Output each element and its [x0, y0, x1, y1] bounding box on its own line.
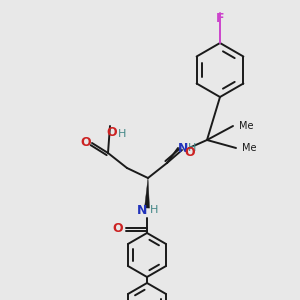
Text: Me: Me	[239, 121, 254, 131]
Text: H: H	[150, 205, 158, 215]
Text: N: N	[178, 142, 188, 154]
Text: Me: Me	[242, 143, 256, 153]
Text: N: N	[137, 203, 147, 217]
Polygon shape	[145, 178, 149, 208]
Text: O: O	[113, 221, 123, 235]
Text: H: H	[118, 129, 126, 139]
Text: H: H	[188, 143, 196, 153]
Text: O: O	[107, 125, 117, 139]
Text: O: O	[81, 136, 91, 149]
Text: F: F	[216, 11, 224, 25]
Text: O: O	[185, 146, 195, 158]
